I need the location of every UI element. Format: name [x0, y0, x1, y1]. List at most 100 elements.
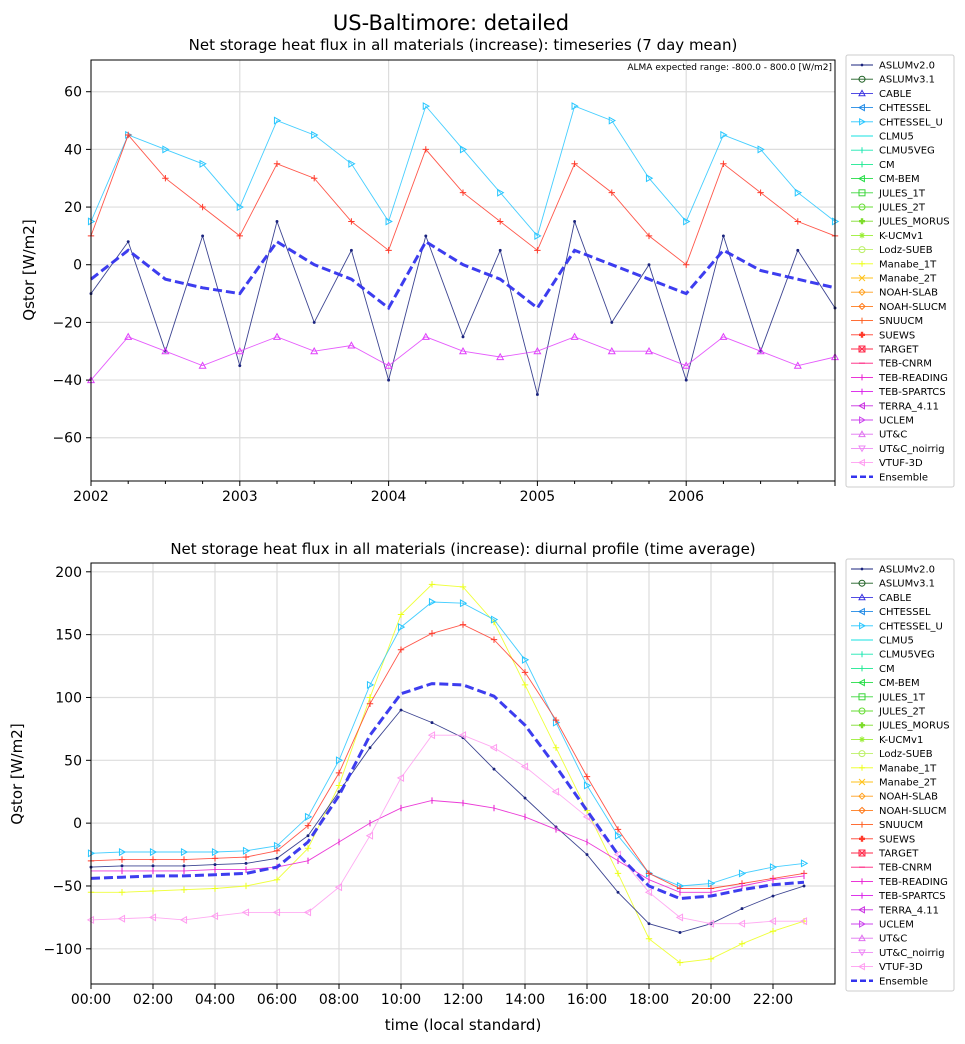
diurnal-point-vtuf-3d	[489, 743, 498, 752]
timeseries-legend-marker-chtessel	[857, 103, 865, 112]
diurnal-point-vtuf-3d	[365, 831, 374, 840]
diurnal-point-vtuf-3d	[272, 908, 281, 917]
timeseries-point-suews	[571, 160, 578, 168]
diurnal-point-aslumv2-0	[585, 853, 589, 856]
diurnal-legend-marker-target	[858, 849, 866, 857]
timeseries-point-ut-c	[719, 332, 728, 340]
timeseries-legend-item-cm-bem: CM-BEM	[851, 174, 920, 185]
diurnal-legend-marker-cm-bem	[857, 678, 865, 687]
diurnal-point-suews	[180, 856, 188, 863]
diurnal-point-chtessel-u	[614, 831, 623, 840]
timeseries-legend-item-noah-slab: NOAH-SLAB	[851, 288, 938, 299]
timeseries-legend-item-teb-reading: TEB-READING	[851, 373, 948, 384]
diurnal-point-aslumv2-0	[120, 864, 124, 868]
timeseries-legend-label: CHTESSEL	[879, 103, 931, 114]
timeseries-point-suews	[645, 232, 653, 240]
timeseries-grid	[90, 60, 835, 481]
timeseries-point-suews	[385, 247, 392, 254]
timeseries-point-chtessel-u	[497, 188, 505, 197]
timeseries-y-tick-label: 20	[64, 200, 82, 216]
timeseries-legend-label: SUEWS	[879, 330, 915, 341]
timeseries-point-suews	[125, 131, 132, 139]
timeseries-legend-label: CLMU5	[879, 132, 914, 143]
diurnal-legend-box	[845, 558, 955, 992]
diurnal-line-chtessel-u	[90, 601, 805, 887]
timeseries-point-ut-c	[496, 352, 505, 361]
diurnal-legend-marker-jules-1t	[858, 693, 866, 701]
timeseries-legend-label: VTUF-3D	[879, 458, 923, 469]
diurnal-point-aslumv2-0	[802, 884, 806, 888]
diurnal-y-tick-label: 150	[55, 628, 82, 644]
timeseries-point-ut-c	[161, 347, 170, 355]
timeseries-legend-marker-manabe-1t	[859, 260, 865, 267]
diurnal-point-manabe-1t	[180, 886, 188, 893]
diurnal-legend-marker-suews	[859, 835, 865, 842]
diurnal-point-manabe-1t	[738, 940, 746, 947]
timeseries-point-chtessel-u	[236, 203, 245, 212]
diurnal-ticks: 00:00 02:00 04:00 06:00 08:00 10:00 12:00 14:00…	[44, 565, 794, 1008]
diurnal-y-tick-label: −100	[44, 942, 82, 958]
diurnal-legend-item-chtessel: CHTESSEL	[851, 607, 931, 618]
timeseries-series-ensemble	[90, 239, 836, 311]
diurnal-point-vtuf-3d	[210, 912, 219, 921]
diurnal-line-ensemble	[90, 682, 805, 901]
diurnal-point-chtessel-u	[118, 847, 127, 857]
diurnal-point-vtuf-3d	[644, 888, 653, 897]
diurnal-point-vtuf-3d	[303, 908, 312, 917]
timeseries-x-tick-label: 2006	[668, 489, 704, 505]
diurnal-x-tick-label: 04:00	[195, 992, 235, 1008]
timeseries-legend-item-uclem: UCLEM	[851, 416, 914, 427]
timeseries-point-suews	[311, 175, 318, 182]
timeseries-legend-item-aslumv3-1: ASLUMv3.1	[851, 75, 935, 86]
timeseries-legend: ASLUMv2.0 ASLUMv3.1 CABLE CHTESSEL CHTESSEL_…	[845, 54, 955, 488]
diurnal-point-aslumv2-0	[368, 746, 372, 750]
diurnal-legend-item-cm-bem: CM-BEM	[851, 678, 920, 689]
timeseries-point-chtessel-u	[385, 217, 393, 226]
diurnal-x-tick-label: 12:00	[443, 992, 483, 1008]
timeseries-legend-label: JULES_1T	[878, 188, 926, 199]
diurnal-legend-item-teb-reading: TEB-READING	[851, 877, 948, 888]
diurnal-point-vtuf-3d	[396, 773, 405, 782]
diurnal-x-tick-label: 20:00	[691, 992, 731, 1008]
diurnal-point-vtuf-3d	[551, 787, 560, 796]
diurnal-point-vtuf-3d	[334, 883, 343, 892]
diurnal-legend-label: TEB-READING	[878, 877, 948, 888]
diurnal-x-tick-label: 00:00	[71, 992, 111, 1008]
timeseries-legend-marker-manabe-2t	[858, 274, 866, 282]
diurnal-legend-label: CHTESSEL_U	[879, 621, 943, 632]
timeseries-legend-label: JULES_2T	[878, 203, 926, 214]
timeseries-legend-marker-lodz-sueb	[858, 246, 866, 254]
diurnal-point-manabe-1t	[707, 955, 715, 963]
timeseries-y-tick-label: −60	[52, 431, 82, 447]
diurnal-legend-item-chtessel-u: CHTESSEL_U	[851, 621, 943, 632]
diurnal-legend-marker-noah-slab	[858, 792, 866, 800]
diurnal-point-vtuf-3d	[117, 914, 126, 923]
timeseries-chart: Net storage heat flux in all materials (…	[20, 36, 955, 505]
diurnal-point-manabe-1t	[552, 744, 560, 751]
diurnal-point-aslumv2-0	[182, 864, 186, 868]
timeseries-legend-label: TERRA_4.11	[878, 401, 939, 412]
timeseries-point-chtessel-u	[683, 217, 691, 226]
timeseries-y-tick-label: 40	[64, 142, 82, 158]
diurnal-legend-item-cm: CM	[851, 664, 895, 675]
timeseries-line-ensemble	[90, 239, 836, 311]
timeseries-point-aslumv2-0	[424, 234, 428, 238]
diurnal-legend-label: TARGET	[878, 849, 919, 860]
timeseries-ticks: 2002 2003 2004 2005 2006 −60 −40 −20 0 20 40 60	[52, 85, 836, 505]
diurnal-legend: ASLUMv2.0 ASLUMv3.1 CABLE CHTESSEL CHTESSEL_…	[845, 558, 955, 992]
diurnal-point-suews	[490, 636, 498, 643]
timeseries-point-suews	[348, 218, 355, 225]
diurnal-legend-label: Manabe_1T	[879, 763, 937, 774]
diurnal-legend-marker-noah-slucm	[858, 806, 866, 815]
diurnal-point-vtuf-3d	[706, 919, 715, 928]
diurnal-point-chtessel-u	[180, 847, 189, 857]
timeseries-point-chtessel-u	[534, 231, 542, 240]
timeseries-point-suews	[683, 261, 690, 268]
timeseries-x-tick-label: 2002	[73, 489, 109, 505]
diurnal-point-vtuf-3d	[582, 812, 591, 821]
diurnal-series-chtessel-u	[87, 597, 809, 891]
diurnal-line-teb-reading	[91, 800, 805, 893]
diurnal-x-tick-label: 16:00	[567, 992, 607, 1008]
timeseries-legend-label: CM	[879, 160, 895, 171]
